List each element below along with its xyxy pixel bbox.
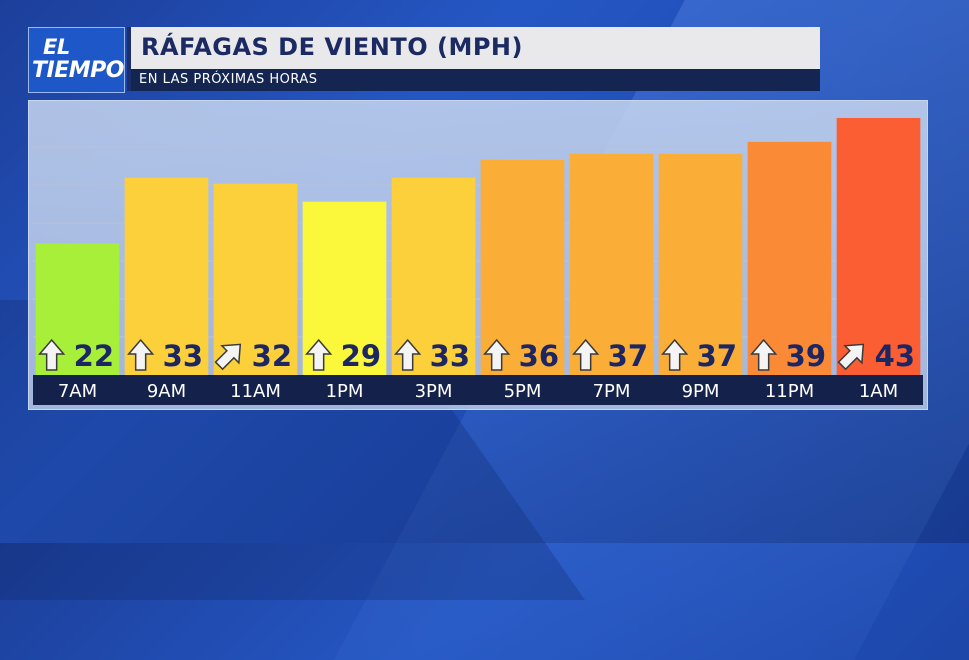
arrow-up-right-icon: [214, 343, 242, 371]
arrow-up-icon: [750, 338, 778, 371]
tick-label: 1PM: [326, 381, 364, 402]
tick-label: 9PM: [682, 381, 720, 402]
tick-label: 11PM: [765, 381, 814, 402]
arrow-up-icon: [38, 338, 66, 371]
data-label: 33: [163, 339, 203, 373]
el-tiempo-logo: EL TIEMPO: [28, 27, 125, 93]
tick-label: 7PM: [593, 381, 631, 402]
data-label: 37: [608, 339, 648, 373]
arrow-up-icon: [661, 338, 689, 371]
tick-label: 5PM: [504, 381, 542, 402]
bar: [747, 141, 832, 375]
data-label: 22: [74, 339, 114, 373]
bar: [480, 159, 565, 375]
bar: [213, 183, 298, 375]
data-label: 32: [252, 339, 292, 373]
chart-title: RÁFAGAS DE VIENTO (MPH): [141, 33, 523, 61]
wind-gust-chart: 22 7AM 33 9AM 32 11AM 29 1PM 33 3PM 36 5PM 37 7PM 37 9P…: [33, 117, 923, 405]
data-label: 37: [697, 339, 737, 373]
arrow-up-icon: [305, 338, 333, 371]
logo-line1: EL: [43, 35, 70, 59]
data-label: 43: [875, 339, 915, 373]
category-strip: [33, 375, 923, 405]
tick-label: 7AM: [58, 381, 97, 402]
data-label: 39: [786, 339, 826, 373]
subtitle-bar: EN LAS PRÓXIMAS HORAS: [127, 69, 820, 91]
arrow-up-icon: [572, 338, 600, 371]
bar: [658, 153, 743, 375]
bar: [836, 117, 921, 376]
bar: [569, 153, 654, 375]
title-bar: RÁFAGAS DE VIENTO (MPH): [127, 27, 820, 69]
logo-line2: TIEMPO: [32, 58, 124, 83]
data-label: 36: [519, 339, 559, 373]
arrow-up-icon: [483, 338, 511, 371]
data-label: 29: [341, 339, 381, 373]
tick-label: 9AM: [147, 381, 186, 402]
arrow-up-icon: [127, 338, 155, 371]
chart-subtitle: EN LAS PRÓXIMAS HORAS: [139, 72, 318, 87]
tick-label: 3PM: [415, 381, 453, 402]
arrow-up-right-icon: [837, 343, 865, 371]
tick-label: 11AM: [230, 381, 281, 402]
arrow-up-icon: [394, 338, 422, 371]
data-label: 33: [430, 339, 470, 373]
tick-label: 1AM: [859, 381, 898, 402]
